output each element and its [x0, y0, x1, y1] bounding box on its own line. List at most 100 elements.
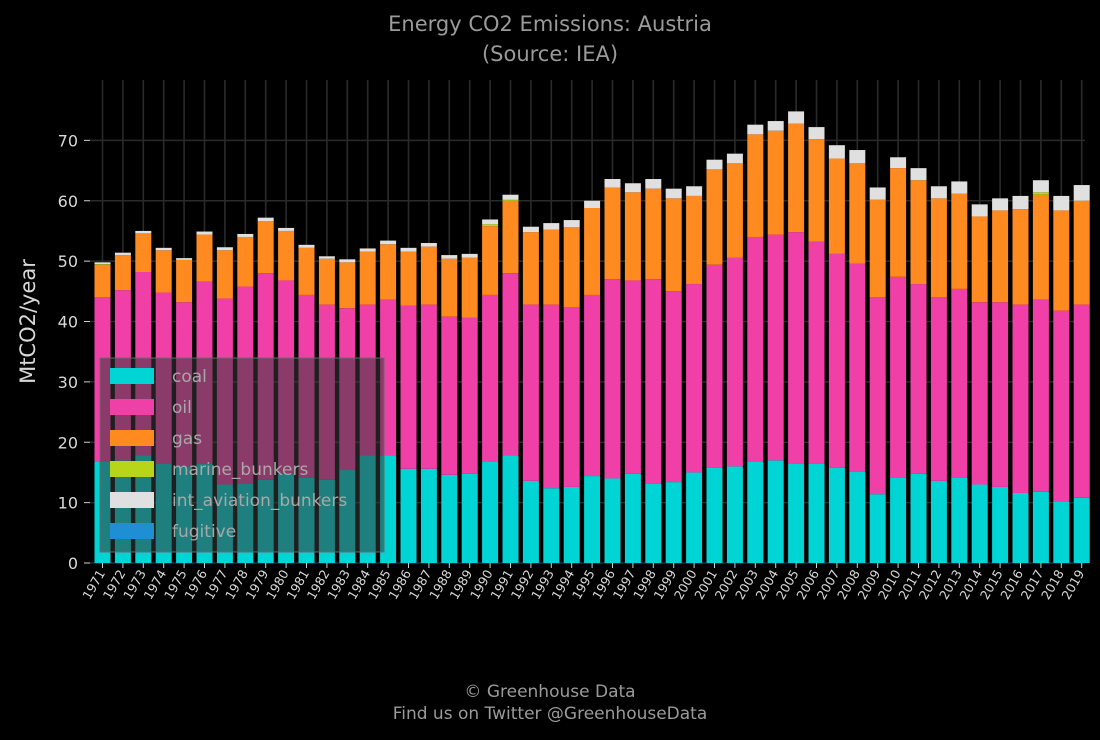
legend-label-int_aviation_bunkers: int_aviation_bunkers	[172, 491, 347, 511]
bar-segment-gas	[502, 200, 519, 274]
bar-segment-gas	[522, 232, 539, 305]
bar-segment-oil	[482, 294, 499, 462]
bar-segment-gas	[624, 192, 641, 281]
bar-segment-coal	[461, 473, 478, 563]
bar-segment-gas	[849, 163, 866, 264]
bar-segment-coal	[828, 467, 845, 563]
bar-segment-gas	[951, 193, 968, 289]
legend-swatch-int_aviation_bunkers	[110, 492, 154, 508]
bar-segment-gas	[1053, 210, 1070, 311]
bar-segment-oil	[543, 304, 560, 489]
bar-segment-gas	[318, 258, 335, 305]
legend-box	[99, 357, 385, 553]
bar-segment-gas	[1012, 209, 1029, 305]
bar-segment-gas	[380, 244, 397, 300]
bar-segment-int_aviation_bunkers	[135, 230, 152, 234]
bar-segment-coal	[849, 471, 866, 563]
bar-segment-int_aviation_bunkers	[278, 227, 295, 231]
y-tick-label: 50	[58, 252, 78, 271]
chart-subtitle: (Source: IEA)	[481, 42, 619, 66]
bar-segment-gas	[910, 180, 927, 285]
bar-segment-coal	[584, 476, 601, 563]
bar-segment-gas	[869, 199, 886, 298]
bar-segment-oil	[400, 305, 417, 469]
bar-segment-int_aviation_bunkers	[828, 145, 845, 159]
bar-segment-gas	[441, 258, 458, 317]
bar-segment-gas	[216, 250, 233, 299]
bar-segment-coal	[1053, 501, 1070, 563]
bar-segment-int_aviation_bunkers	[971, 204, 988, 217]
bar-segment-coal	[951, 477, 968, 563]
bar-segment-coal	[726, 466, 743, 563]
bar-segment-int_aviation_bunkers	[522, 226, 539, 233]
bar-segment-gas	[461, 257, 478, 318]
bar-segment-oil	[1012, 304, 1029, 493]
bar-segment-coal	[869, 494, 886, 563]
legend-swatch-coal	[110, 368, 154, 384]
y-tick-label: 60	[58, 192, 78, 211]
bar-segment-int_aviation_bunkers	[216, 247, 233, 251]
bar-segment-oil	[645, 279, 662, 484]
bar-segment-gas	[563, 227, 580, 308]
bar-segment-int_aviation_bunkers	[441, 255, 458, 259]
y-tick-label: 0	[68, 554, 78, 573]
bar-segment-oil	[461, 317, 478, 474]
bar-segment-int_aviation_bunkers	[461, 253, 478, 258]
footer-twitter: Find us on Twitter @GreenhouseData	[392, 704, 708, 724]
chart-title: Energy CO2 Emissions: Austria	[388, 12, 712, 36]
bar-segment-int_aviation_bunkers	[176, 258, 193, 260]
bar-segment-coal	[1032, 491, 1049, 563]
bar-segment-gas	[298, 247, 315, 295]
legend-label-coal: coal	[172, 367, 207, 387]
bar-segment-gas	[400, 251, 417, 306]
bar-segment-gas	[665, 198, 682, 292]
bar-segment-int_aviation_bunkers	[298, 244, 315, 248]
bar-segment-coal	[767, 460, 784, 563]
bar-segment-gas	[971, 216, 988, 303]
bar-segment-gas	[278, 230, 295, 281]
bar-segment-gas	[788, 123, 805, 233]
bar-segment-gas	[420, 246, 437, 305]
bar-segment-oil	[808, 241, 825, 464]
bar-segment-coal	[665, 482, 682, 563]
bar-segment-oil	[828, 253, 845, 468]
bar-segment-coal	[890, 477, 907, 563]
bar-segment-int_aviation_bunkers	[645, 179, 662, 189]
bar-segment-coal	[706, 467, 723, 563]
bar-segment-coal	[543, 488, 560, 563]
bar-segment-coal	[1073, 497, 1090, 563]
bar-segment-int_aviation_bunkers	[951, 181, 968, 194]
bar-segment-marine_bunkers	[94, 264, 111, 265]
bar-segment-marine_bunkers	[1032, 192, 1049, 195]
bar-segment-oil	[706, 264, 723, 468]
bar-segment-int_aviation_bunkers	[196, 231, 213, 235]
bar-segment-int_aviation_bunkers	[543, 223, 560, 230]
y-tick-label: 30	[58, 373, 78, 392]
bar-segment-gas	[645, 188, 662, 280]
bar-segment-int_aviation_bunkers	[114, 252, 131, 256]
bar-segment-oil	[604, 279, 621, 479]
bar-segment-oil	[747, 236, 764, 462]
bar-segment-int_aviation_bunkers	[808, 127, 825, 140]
bar-segment-oil	[624, 280, 641, 474]
y-tick-label: 70	[58, 131, 78, 150]
bar-segment-gas	[890, 168, 907, 277]
bar-segment-coal	[971, 484, 988, 563]
bar-segment-gas	[237, 236, 254, 287]
bar-segment-gas	[114, 255, 131, 291]
bar-segment-oil	[992, 302, 1009, 487]
y-tick-label: 40	[58, 313, 78, 332]
bar-segment-gas	[1032, 194, 1049, 300]
bar-segment-gas	[828, 158, 845, 254]
bar-segment-coal	[563, 486, 580, 563]
bar-segment-oil	[686, 284, 703, 473]
footer-copyright: © Greenhouse Data	[464, 682, 636, 702]
bar-segment-gas	[808, 139, 825, 242]
bar-segment-oil	[910, 284, 927, 474]
bar-segment-int_aviation_bunkers	[1053, 195, 1070, 211]
bar-segment-int_aviation_bunkers	[992, 198, 1009, 211]
bar-segment-gas	[155, 250, 172, 293]
legend-label-oil: oil	[172, 398, 192, 418]
bar-segment-coal	[502, 455, 519, 563]
